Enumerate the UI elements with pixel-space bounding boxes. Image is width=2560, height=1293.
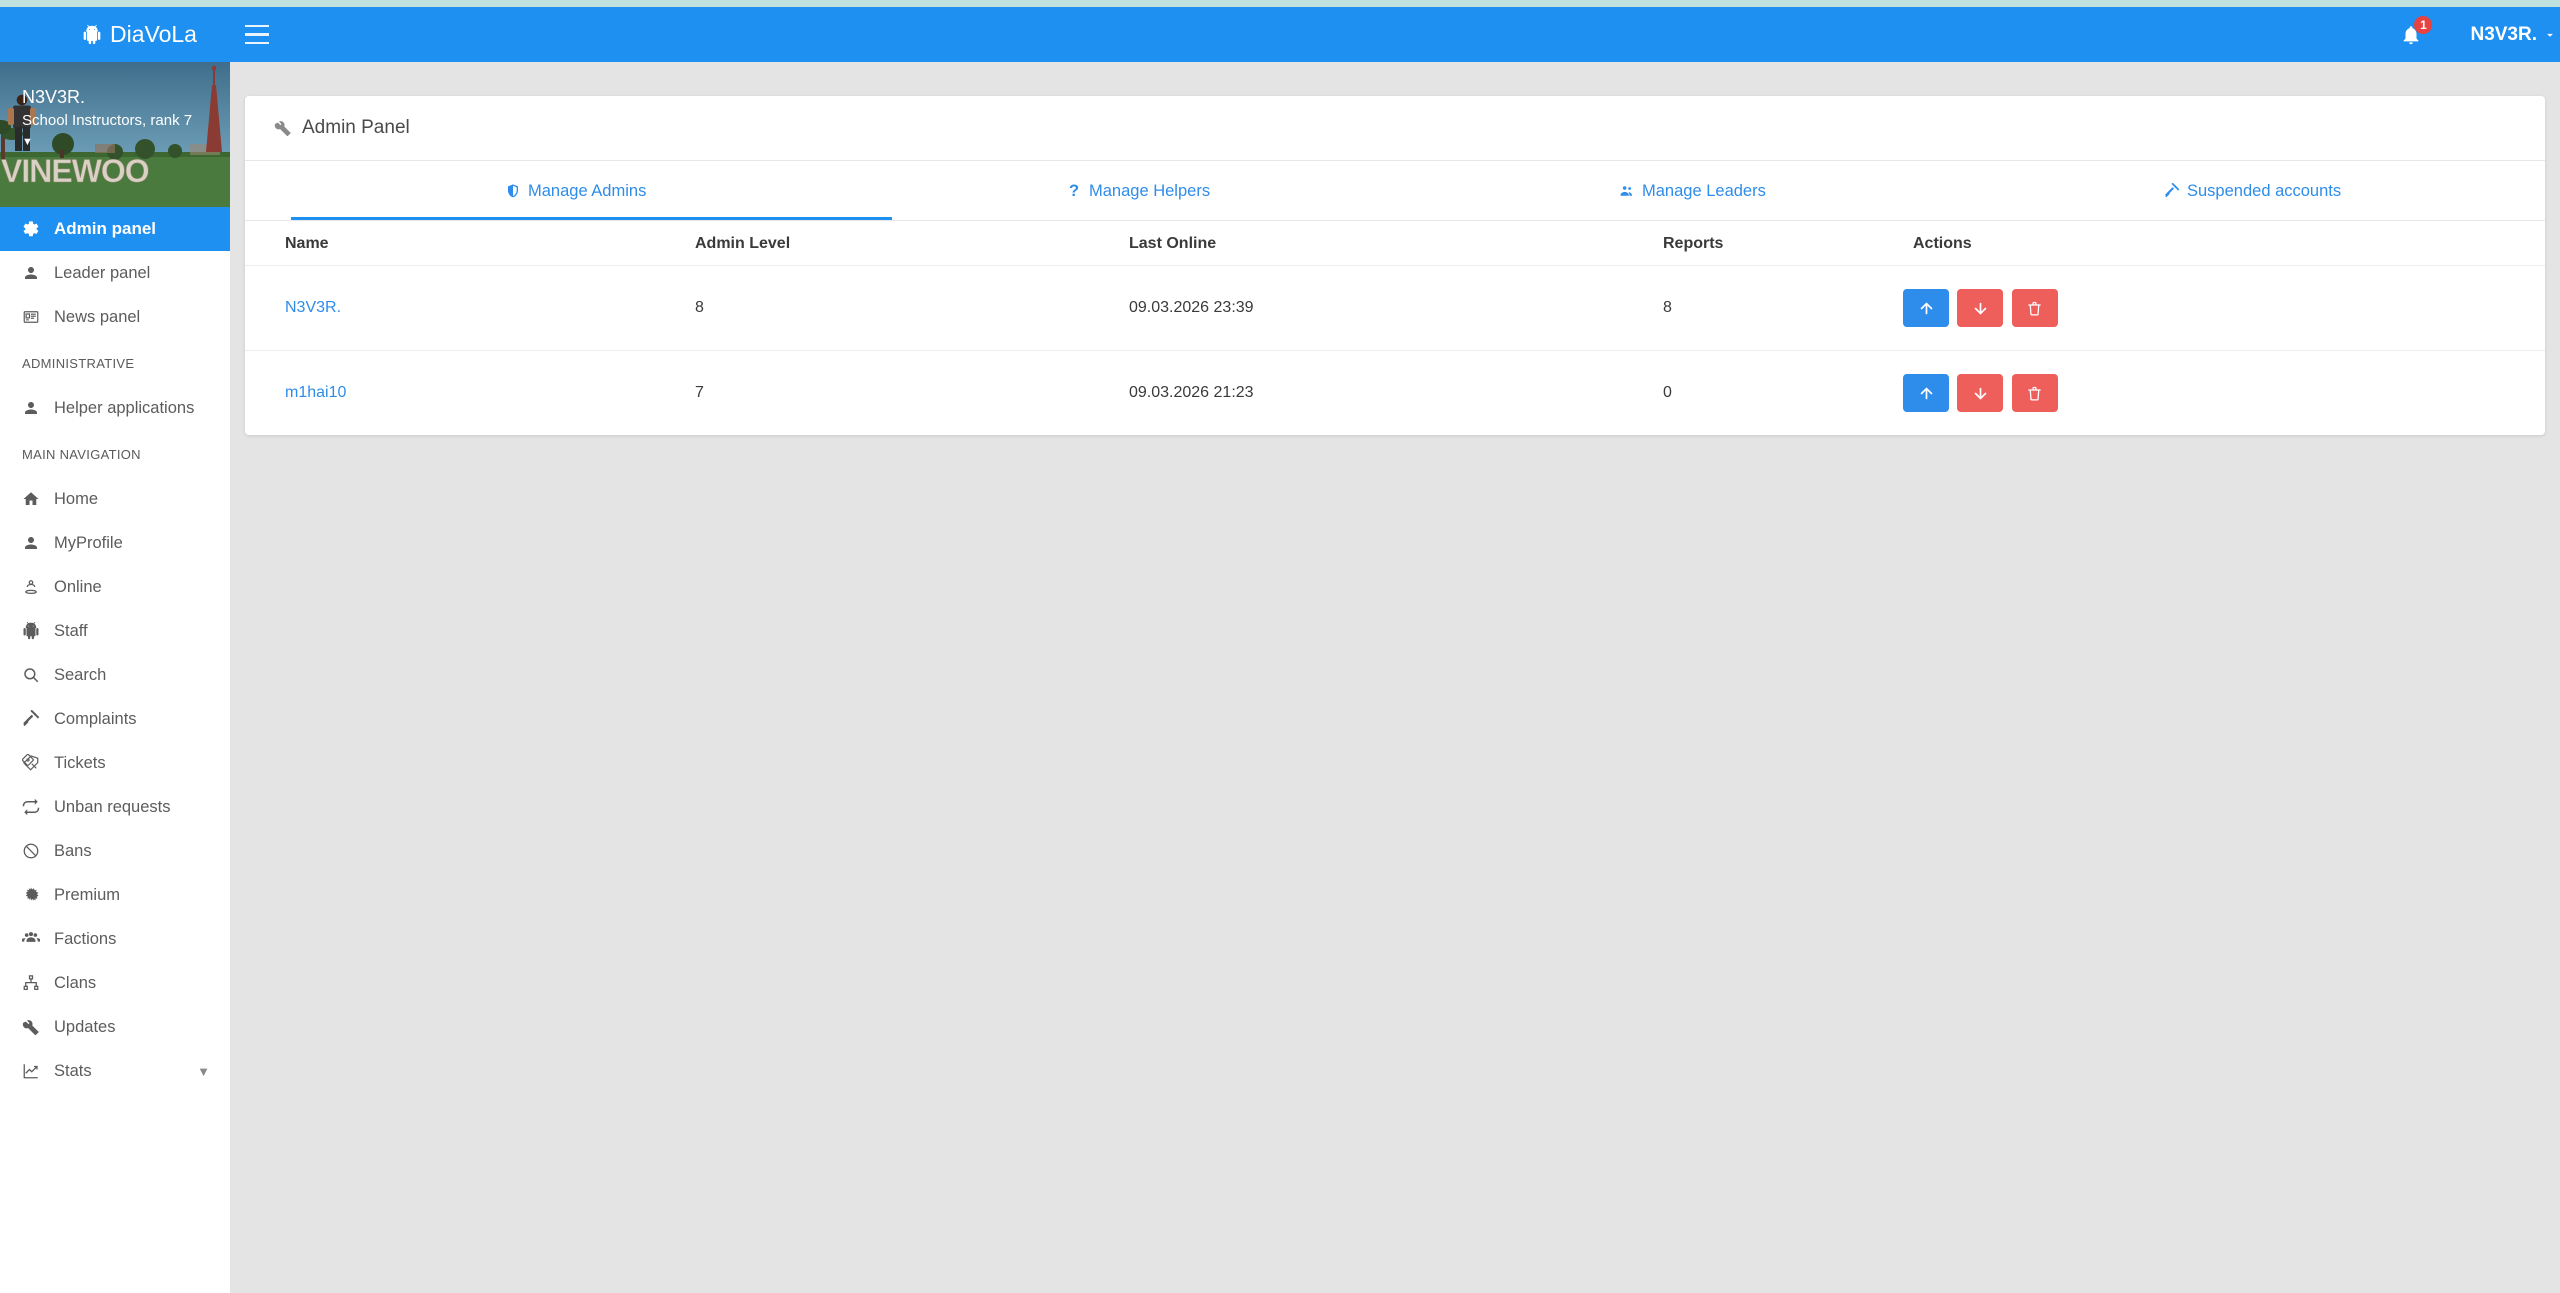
svg-text:VINEWOO: VINEWOO <box>1 153 149 189</box>
